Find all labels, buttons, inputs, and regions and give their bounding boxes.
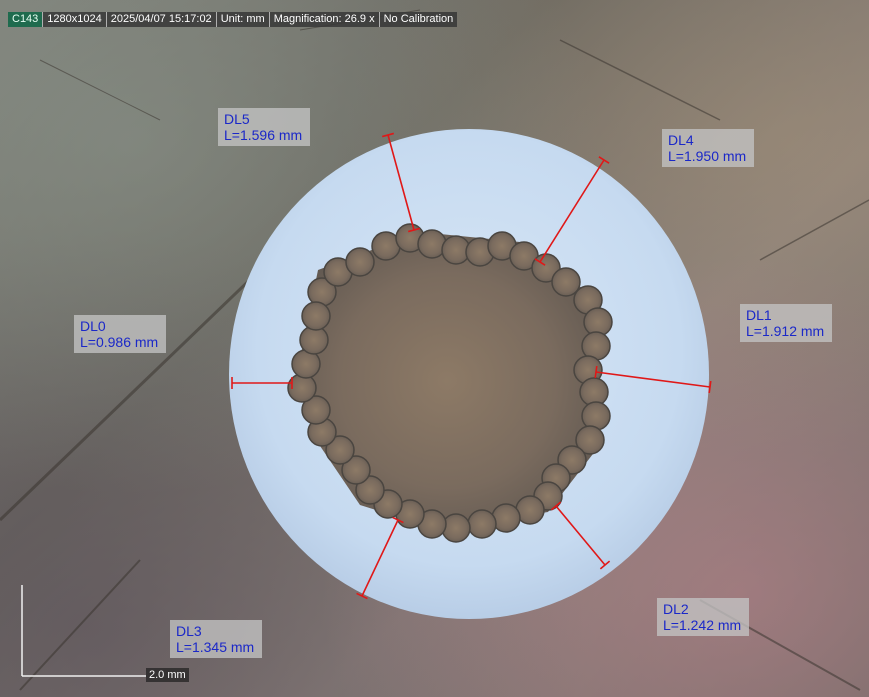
scale-bar-label: 2.0 mm <box>146 668 189 682</box>
measurement-line-dl1[interactable] <box>595 371 711 388</box>
core-scallop <box>551 267 581 297</box>
measurement-name: DL5 <box>224 111 250 127</box>
measurement-length: L=1.345 mm <box>176 639 255 655</box>
measurement-label-dl5[interactable]: DL5 L=1.596 mm <box>218 108 311 146</box>
measurement-line-dl2[interactable] <box>555 505 606 566</box>
measurement-length: L=1.596 mm <box>224 127 303 143</box>
unit: Unit: mm <box>217 12 270 27</box>
specimen-core <box>287 223 613 543</box>
measurement-endcap <box>392 516 404 524</box>
measurement-length: L=1.950 mm <box>668 148 747 164</box>
camera-id: C143 <box>8 12 44 27</box>
measurement-name: DL1 <box>746 307 772 323</box>
resolution: 1280x1024 <box>43 12 107 27</box>
measurement-line-dl3[interactable] <box>361 519 399 597</box>
measurement-label-dl3[interactable]: DL3 L=1.345 mm <box>170 620 263 658</box>
measurement-length: L=0.986 mm <box>80 334 159 350</box>
measurement-name: DL0 <box>80 318 106 334</box>
measurement-name: DL2 <box>663 601 689 617</box>
measurement-lines <box>231 132 712 600</box>
measurement-line-dl5[interactable] <box>387 134 415 231</box>
measurement-label-dl1[interactable]: DL1 L=1.912 mm <box>740 304 833 342</box>
measurement-label-dl0[interactable]: DL0 L=0.986 mm <box>74 315 167 353</box>
measurement-endcap <box>408 227 420 233</box>
measurement-label-dl2[interactable]: DL2 L=1.242 mm <box>657 598 750 636</box>
core-scallop <box>467 509 497 539</box>
core-scallop <box>345 247 375 277</box>
core-scallop <box>341 455 371 485</box>
measurement-line-dl4[interactable] <box>539 159 605 263</box>
measurement-name: DL3 <box>176 623 202 639</box>
status-bar: C143 1280x1024 2025/04/07 15:17:02 Unit:… <box>8 12 458 27</box>
datetime: 2025/04/07 15:17:02 <box>107 12 217 27</box>
measurement-name: DL4 <box>668 132 694 148</box>
core-scallop <box>355 475 385 505</box>
measurement-endcap <box>599 560 611 570</box>
core-scallop <box>325 435 355 465</box>
magnification: Magnification: 26.9 x <box>270 12 380 27</box>
measurement-endcap <box>356 592 368 600</box>
scale-bar <box>21 585 146 677</box>
measurement-endcap <box>382 132 394 138</box>
measurement-endcap <box>594 365 598 379</box>
measurement-label-dl4[interactable]: DL4 L=1.950 mm <box>662 129 755 167</box>
core-scallop <box>575 425 605 455</box>
measurement-length: L=1.242 mm <box>663 617 742 633</box>
measurement-endcap <box>598 156 610 164</box>
measurement-endcap <box>550 501 562 511</box>
core-scallop <box>441 513 471 543</box>
core-scallop <box>301 301 331 331</box>
measurement-endcap <box>708 380 712 394</box>
measurement-endcap <box>534 258 546 266</box>
core-scallop <box>301 395 331 425</box>
measurement-length: L=1.912 mm <box>746 323 825 339</box>
calibration-status: No Calibration <box>383 13 454 25</box>
